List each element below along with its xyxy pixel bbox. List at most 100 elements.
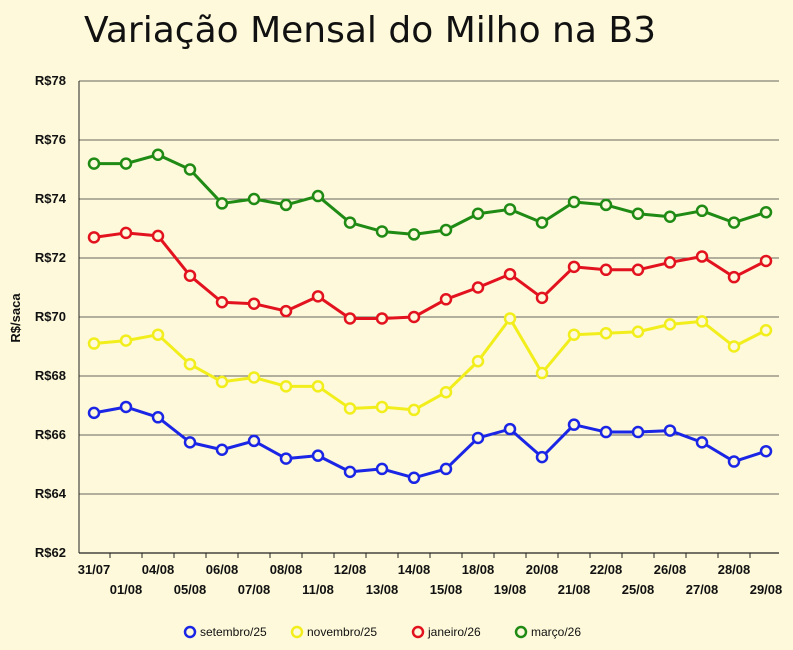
data-point <box>151 328 165 341</box>
data-point <box>439 462 453 476</box>
data-point <box>311 290 325 303</box>
data-point <box>375 312 389 325</box>
data-point <box>535 366 549 380</box>
data-point <box>119 226 133 240</box>
y-tick-label: R$64 <box>35 486 67 501</box>
x-tick-label: 27/08 <box>686 582 719 597</box>
y-tick-label: R$78 <box>35 73 66 88</box>
x-tick-label: 04/08 <box>142 562 175 577</box>
y-tick-label: R$62 <box>35 545 66 560</box>
x-tick-label: 12/08 <box>334 562 367 577</box>
data-point <box>311 380 325 393</box>
series-line <box>93 405 767 480</box>
data-point <box>599 326 613 340</box>
data-point <box>599 263 613 277</box>
series-line <box>93 231 767 320</box>
data-point <box>343 402 357 415</box>
x-tick-label: 11/08 <box>302 582 334 597</box>
x-tick-label: 19/08 <box>494 582 527 597</box>
y-tick-label: R$70 <box>35 309 66 324</box>
data-point <box>599 198 613 212</box>
data-point <box>183 269 197 282</box>
y-tick-label: R$68 <box>35 368 66 383</box>
data-point <box>439 223 453 237</box>
data-point <box>247 297 261 310</box>
data-point <box>567 418 581 431</box>
data-point <box>279 380 293 393</box>
data-point <box>535 450 549 464</box>
data-point <box>663 210 677 223</box>
data-point <box>663 256 677 269</box>
data-point <box>215 197 229 210</box>
x-tick-label: 25/08 <box>622 582 655 597</box>
data-point <box>215 296 229 309</box>
data-point <box>151 411 165 424</box>
legend-item: janeiro/26 <box>411 625 481 639</box>
data-point <box>567 328 581 341</box>
data-point <box>759 254 773 268</box>
data-point <box>631 425 645 439</box>
series-setembro/25 <box>87 400 773 485</box>
x-tick-label: 15/08 <box>430 582 463 597</box>
data-point <box>119 400 133 414</box>
data-point <box>631 263 645 277</box>
x-tick-label: 05/08 <box>174 582 207 597</box>
x-tick-label: 29/08 <box>750 582 783 597</box>
y-tick-label: R$76 <box>35 132 66 147</box>
data-point <box>407 403 421 417</box>
data-point <box>151 148 165 161</box>
x-tick-label: 26/08 <box>654 562 687 577</box>
x-tick-label: 01/08 <box>110 582 143 597</box>
chart-title: Variação Mensal do Milho na B3 <box>84 10 656 51</box>
data-point <box>183 357 197 371</box>
data-point <box>503 267 517 281</box>
series-março/26 <box>87 148 773 241</box>
data-point <box>503 312 517 325</box>
x-tick-label: 18/08 <box>462 562 495 577</box>
data-point <box>535 291 549 305</box>
x-tick-labels: 31/07 01/08 04/08 05/08 06/08 07/08 08/08 11/08… <box>78 562 783 597</box>
data-point <box>183 436 197 449</box>
data-point <box>503 422 517 436</box>
x-tick-label: 06/08 <box>206 562 239 577</box>
data-point <box>343 465 357 479</box>
series-line <box>94 153 767 236</box>
data-point <box>215 443 229 456</box>
data-point <box>119 157 133 170</box>
data-point <box>439 385 453 399</box>
y-tick-label: R$72 <box>35 250 66 265</box>
data-point <box>343 312 357 325</box>
data-point <box>247 434 261 448</box>
data-point <box>631 325 645 338</box>
data-point <box>279 304 293 318</box>
data-point <box>471 355 485 368</box>
data-point <box>311 189 325 203</box>
data-point <box>151 229 165 243</box>
data-point <box>119 334 133 347</box>
data-point <box>279 452 293 465</box>
series-line <box>93 316 767 412</box>
data-point <box>87 406 101 420</box>
data-point <box>247 371 261 384</box>
legend-item: março/26 <box>514 625 581 639</box>
data-point <box>567 195 581 209</box>
axes <box>78 81 779 558</box>
data-point <box>375 462 389 476</box>
data-point <box>343 216 357 229</box>
data-point <box>247 192 261 206</box>
legend-label: janeiro/26 <box>427 625 481 639</box>
series-layer <box>87 148 773 485</box>
data-point <box>215 375 229 389</box>
x-tick-label: 31/07 <box>78 562 111 577</box>
y-tick-label: R$66 <box>35 427 66 442</box>
data-point <box>727 270 741 284</box>
data-point <box>727 216 741 229</box>
data-point <box>567 260 581 274</box>
x-tick-label: 20/08 <box>526 562 559 577</box>
series-novembro/25 <box>87 312 773 417</box>
data-point <box>87 157 101 170</box>
data-point <box>631 207 645 220</box>
y-tick-labels: R$62 R$64 R$66 R$68 R$70 R$72 R$74 R$76 R$78 <box>35 73 67 560</box>
data-point <box>87 337 101 350</box>
